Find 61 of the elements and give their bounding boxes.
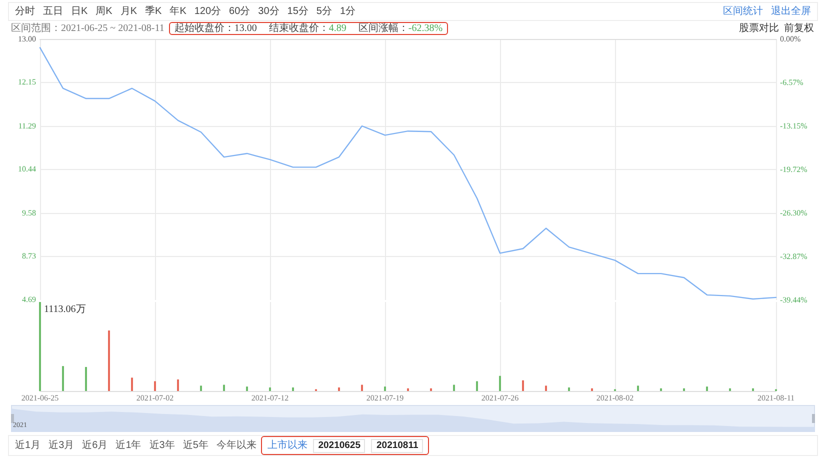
x-tick-label: 2021-08-02 bbox=[596, 394, 634, 402]
bar bbox=[522, 380, 524, 391]
highlight-frame: 上市以来 20210625 20210811 bbox=[261, 436, 430, 455]
bar bbox=[660, 388, 662, 391]
bar bbox=[499, 376, 501, 391]
bar bbox=[476, 381, 478, 391]
toolbar: 近1月 近3月 近6月 近1年 近3年 近5年 今年以来 上市以来 20210625 20210811 bbox=[8, 435, 818, 456]
bar bbox=[453, 384, 455, 391]
x-tick-label: 2021-07-26 bbox=[481, 394, 519, 402]
date-field: 20210625 bbox=[313, 438, 366, 452]
bar bbox=[752, 388, 754, 391]
bar bbox=[338, 387, 340, 391]
bar bbox=[430, 388, 432, 391]
bar bbox=[131, 378, 133, 391]
y-tick-label: 12.15 bbox=[18, 78, 36, 87]
y2-tick-label: -32.87% bbox=[780, 252, 808, 262]
y2-tick-label: -6.57% bbox=[780, 78, 804, 87]
bar bbox=[384, 386, 386, 391]
y-tick-label: 11.29 bbox=[18, 122, 36, 130]
annotation: 1113.06万 bbox=[44, 304, 86, 315]
date-field: 20210811 bbox=[371, 438, 424, 452]
bar bbox=[85, 366, 87, 391]
y2-tick-label: -19.72% bbox=[780, 165, 808, 174]
toolbar: 分时 五日 日K 周K 月K 季K 年K 120分 60分 30分 15分 5分 1分 区间统计 退出全屏 bbox=[8, 2, 818, 21]
x-tick-label: 2021-07-02 bbox=[136, 394, 174, 402]
bar bbox=[108, 330, 110, 391]
y2-tick-label: -13.15% bbox=[780, 122, 808, 131]
bar bbox=[200, 386, 202, 391]
y-tick-label: 8.73 bbox=[22, 252, 36, 261]
text: 股票对比 bbox=[739, 23, 779, 34]
bar bbox=[591, 388, 593, 391]
bar bbox=[545, 386, 547, 391]
bar bbox=[683, 388, 685, 391]
y-tick-label: 9.58 bbox=[22, 208, 36, 218]
bar bbox=[246, 386, 248, 391]
bar bbox=[729, 388, 731, 391]
bar bbox=[407, 388, 409, 391]
bar bbox=[706, 386, 708, 391]
x-tick-label: 2021-08-11 bbox=[757, 394, 795, 402]
bar bbox=[269, 387, 271, 391]
line-series bbox=[39, 47, 777, 300]
y2-tick-label: -39.44% bbox=[780, 296, 808, 304]
bar bbox=[637, 386, 639, 391]
highlight-frame: 起始收盘价：13.00 结束收盘价：4.89 区间涨幅：-62.38% bbox=[169, 22, 448, 35]
text: 前复权 bbox=[784, 23, 814, 34]
text: 区间范围：2021-06-25 ~ 2021-08-11 bbox=[11, 23, 164, 34]
bar bbox=[177, 379, 179, 391]
x-tick-label: 2021-07-19 bbox=[366, 394, 404, 402]
bar bbox=[568, 387, 570, 391]
bar bbox=[62, 366, 64, 391]
y-tick-label: 10.44 bbox=[18, 164, 36, 174]
bar bbox=[361, 384, 363, 391]
bar bbox=[223, 384, 225, 391]
bar bbox=[292, 387, 294, 391]
text: 4.69 bbox=[22, 295, 36, 304]
y2-tick-label: 0.00% bbox=[780, 34, 801, 44]
x-tick-label: 2021-06-25 bbox=[21, 394, 59, 402]
y2-tick-label: -26.30% bbox=[780, 208, 808, 218]
y-tick-label: 13.00 bbox=[18, 34, 36, 44]
bar bbox=[154, 381, 156, 391]
x-tick-label: 2021-07-12 bbox=[251, 394, 289, 402]
